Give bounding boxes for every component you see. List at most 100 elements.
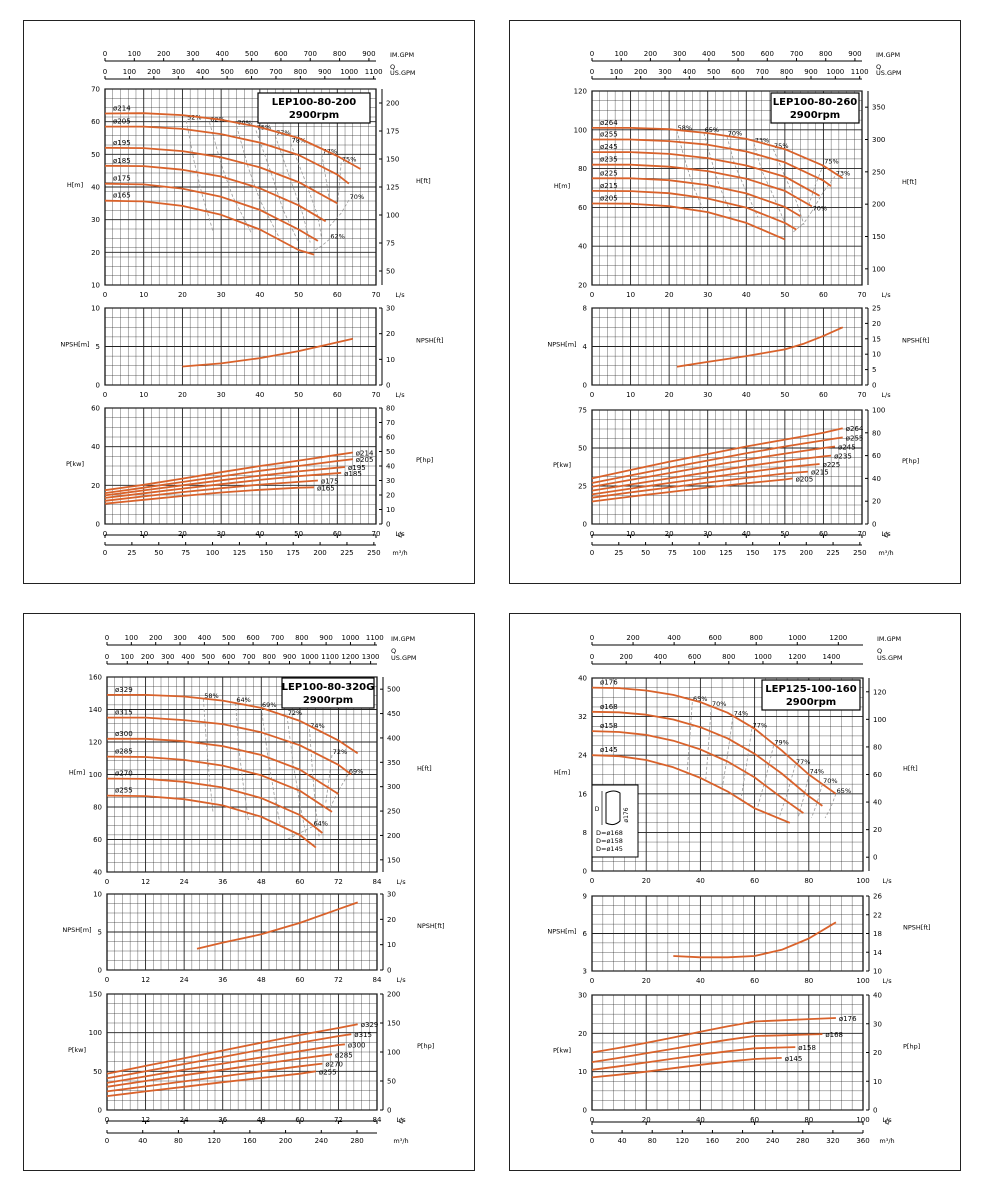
npsh-axis-label: NPSH[m]	[60, 341, 89, 349]
npsh-right-tick-label: 10	[387, 941, 396, 949]
power-curve-label: ø205	[356, 456, 374, 464]
head-curve	[104, 164, 327, 223]
npsh-flow-tick-label: 20	[665, 391, 674, 399]
efficiency-line	[286, 715, 307, 837]
npsh-flow-tick-label: 12	[141, 976, 150, 984]
head-curve	[107, 737, 339, 795]
top-axis-tick-label: 700	[242, 653, 255, 661]
chart-panel-2	[509, 20, 961, 584]
top-axis-tick-label: 0	[590, 634, 594, 642]
head-curve	[592, 138, 832, 187]
power-curve	[104, 471, 342, 499]
power-right-tick-label: 20	[873, 1049, 882, 1057]
inset-dia-label: ø176	[623, 807, 630, 822]
head-curve-label: ø315	[115, 709, 133, 717]
head-tick-label: 160	[89, 674, 102, 682]
power-curve	[104, 479, 318, 502]
top-axis-tick-label: 100	[615, 50, 628, 58]
bottom-q-label: Q	[883, 531, 888, 539]
top-axis-tick-label: 900	[319, 634, 332, 642]
top-axis-tick-label: 800	[263, 653, 276, 661]
npsh-right-tick-label: 10	[386, 356, 395, 364]
head-right-tick-label: 150	[387, 856, 400, 864]
top-axis-tick-label: 300	[173, 634, 186, 642]
npsh-right-tick-label: 26	[873, 893, 882, 901]
power-right-tick-label: 50	[386, 448, 395, 456]
npsh-tick-label: 4	[583, 343, 588, 351]
head-flow-tick-label: 84	[373, 878, 382, 886]
head-flow-tick-label: 80	[804, 877, 813, 885]
power-tick-label: 10	[578, 1068, 587, 1076]
power-curve-label: ø329	[361, 1021, 379, 1029]
power-curve	[591, 427, 843, 480]
bottom-q-label: Q	[397, 531, 402, 539]
efficiency-line	[721, 716, 734, 790]
power-tick-label: 30	[578, 992, 587, 1000]
top-axis-tick-label: 900	[283, 653, 296, 661]
top-axis-tick-label: 1400	[822, 653, 840, 661]
m3h-tick-label: 280	[796, 1137, 809, 1145]
m3h-tick-label: 240	[315, 1137, 328, 1145]
head-right-axis-label: H[ft]	[902, 178, 917, 186]
top-axis-tick-label: 200	[157, 50, 170, 58]
efficiency-line	[328, 774, 349, 811]
npsh-tick-label: 5	[96, 343, 100, 351]
power-flow-tick-label: 60	[295, 1116, 304, 1124]
m3h-unit: m³/h	[879, 1137, 894, 1145]
head-tick-label: 24	[578, 752, 587, 760]
flow-q-label: Q	[391, 647, 396, 655]
efficiency-label: 72%	[288, 709, 302, 717]
efficiency-line	[807, 164, 824, 208]
inset-line: D=ø168	[596, 829, 623, 837]
power-tick-label: 20	[91, 482, 100, 490]
head-curve-label: ø205	[600, 195, 618, 203]
head-flow-tick-label: 20	[178, 291, 187, 299]
top-axis-tick-label: 200	[147, 68, 160, 76]
efficiency-label: 73%	[755, 136, 769, 144]
top-axis-tick-label: 900	[318, 68, 331, 76]
m3h-tick-label: 25	[614, 549, 623, 557]
impeller-icon	[605, 790, 621, 826]
power-flow-tick-label: 0	[590, 530, 594, 538]
efficiency-label: 69%	[349, 768, 363, 776]
top-axis-tick-label: 1000	[788, 634, 806, 642]
m3h-tick-label: 125	[719, 549, 732, 557]
flow-q-label: Q	[876, 63, 881, 71]
power-tick-label: 150	[89, 991, 102, 999]
top-axis-tick-label: 100	[128, 50, 141, 58]
top-axis-tick-label: 1200	[341, 653, 359, 661]
head-right-tick-label: 200	[872, 201, 885, 209]
m3h-unit: m³/h	[878, 549, 893, 557]
head-flow-tick-label: 40	[255, 291, 264, 299]
head-curve-label: ø225	[600, 169, 618, 177]
npsh-flow-tick-label: 40	[742, 391, 751, 399]
npsh-right-tick-label: 10	[873, 968, 882, 976]
power-tick-label: 20	[578, 1030, 587, 1038]
power-curve	[591, 445, 836, 488]
npsh-flow-tick-label: 80	[804, 977, 813, 985]
head-flow-tick-label: 0	[590, 877, 594, 885]
power-right-tick-label: 40	[873, 992, 882, 1000]
top-axis-tick-label: 600	[246, 634, 259, 642]
power-right-tick-label: 30	[386, 477, 395, 485]
efficiency-label: 70%	[712, 700, 726, 708]
npsh-curve	[196, 901, 358, 950]
head-flow-unit: L/s	[396, 878, 406, 886]
m3h-tick-label: 25	[127, 549, 136, 557]
power-tick-label: 0	[96, 521, 100, 529]
npsh-flow-tick-label: 100	[856, 977, 869, 985]
power-curve	[591, 1046, 796, 1071]
power-curve	[106, 1053, 333, 1088]
power-tick-label: 50	[93, 1068, 102, 1076]
head-flow-tick-label: 40	[696, 877, 705, 885]
power-flow-tick-label: 100	[856, 1116, 869, 1124]
npsh-axis-label: NPSH[m]	[547, 341, 576, 349]
head-curve-label: ø195	[113, 139, 131, 147]
power-flow-tick-label: 30	[703, 530, 712, 538]
top-axis-tick-label: 600	[731, 68, 744, 76]
top-axis-tick-label: 300	[186, 50, 199, 58]
head-tick-label: 40	[91, 184, 100, 192]
m3h-tick-label: 200	[313, 549, 326, 557]
head-flow-tick-label: 72	[334, 878, 343, 886]
